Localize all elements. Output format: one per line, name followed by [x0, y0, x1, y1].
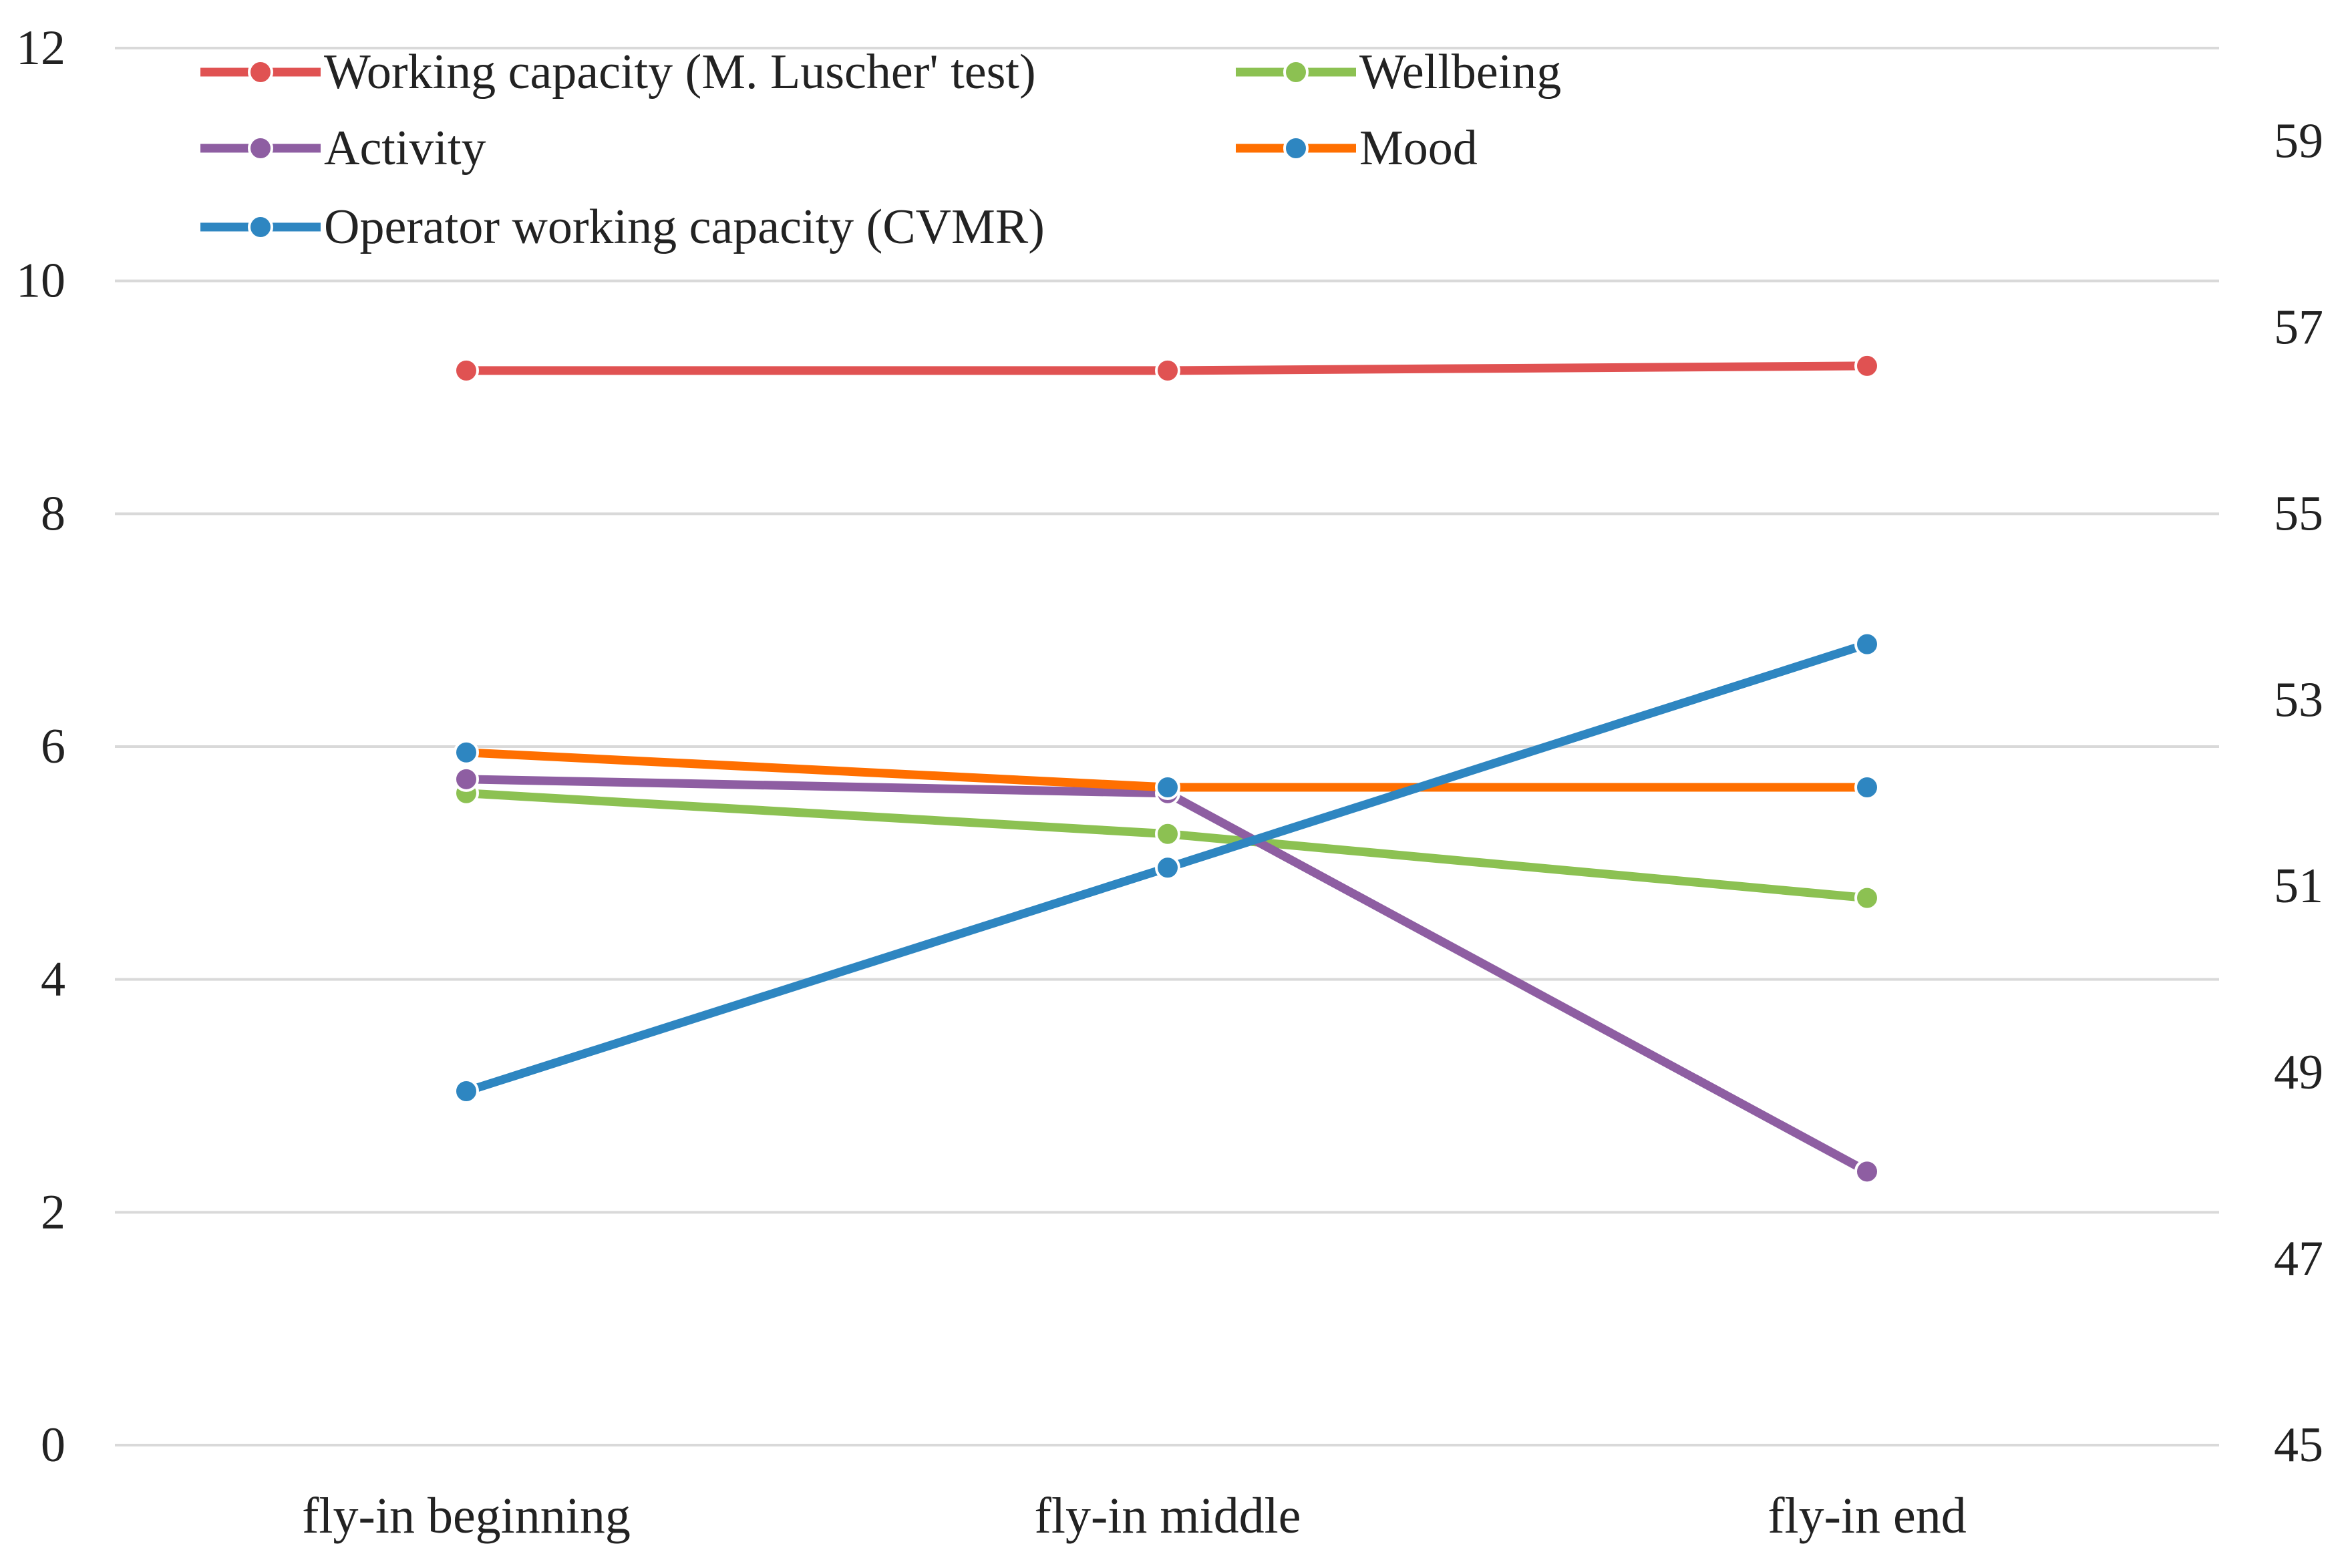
legend-entry: Activity [200, 121, 486, 176]
category-label: fly-in beginning [302, 1488, 631, 1544]
data-point [1155, 357, 1180, 383]
data-point [454, 766, 479, 792]
data-point [1854, 775, 1880, 801]
data-point [454, 1079, 479, 1105]
data-point [454, 739, 479, 765]
series-operator-working-capacity-cvmr [454, 631, 1880, 1105]
legend-swatch-marker [248, 136, 273, 161]
right-tick-label: 55 [2274, 486, 2323, 541]
data-point [454, 357, 479, 383]
left-tick-label: 0 [41, 1418, 65, 1473]
left-tick-label: 4 [41, 952, 65, 1007]
legend-entry: Mood [1236, 121, 1478, 176]
left-tick-label: 8 [41, 486, 65, 541]
legend-entry: Operator working capacity (CVMR) [200, 200, 1045, 254]
data-point [1854, 1159, 1880, 1185]
category-label: fly-in end [1768, 1488, 1967, 1544]
right-tick-label: 57 [2274, 300, 2323, 355]
legend-label: Operator working capacity (CVMR) [324, 200, 1045, 254]
legend-label: Wellbeing [1359, 45, 1561, 100]
legend-entry: Working capacity (M. Luscher' test) [200, 45, 1036, 100]
data-point [1854, 885, 1880, 911]
data-point [1155, 821, 1180, 847]
data-point [1155, 855, 1180, 881]
right-tick-label: 47 [2274, 1231, 2323, 1286]
left-tick-label: 10 [16, 254, 65, 309]
right-tick-label: 49 [2274, 1045, 2323, 1100]
data-point [1854, 631, 1880, 657]
left-tick-label: 2 [41, 1185, 65, 1239]
series-lines [454, 353, 1880, 1185]
right-tick-label: 51 [2274, 859, 2323, 914]
data-point [1854, 353, 1880, 379]
right-y-axis: 45 47 49 51 53 55 57 59 [2274, 114, 2323, 1473]
right-tick-label: 45 [2274, 1418, 2323, 1473]
legend-label: Mood [1359, 121, 1478, 176]
gridlines [115, 47, 2219, 1446]
legend-swatch-marker [248, 59, 273, 85]
legend-entry: Wellbeing [1236, 45, 1561, 100]
series-working-capacity-m-luscher-test [454, 353, 1880, 383]
legend-swatch-marker [1283, 59, 1309, 85]
left-y-axis: 0 2 4 6 8 10 12 [16, 21, 65, 1473]
x-axis: fly-in beginning fly-in middle fly-in end [302, 1488, 1967, 1544]
data-point [1155, 775, 1180, 801]
legend-swatch-marker [248, 214, 273, 240]
legend: Working capacity (M. Luscher' test) Wellb… [200, 45, 1561, 254]
legend-label: Activity [324, 121, 486, 176]
legend-swatch-marker [1283, 136, 1309, 161]
series-mood [454, 739, 1880, 801]
category-label: fly-in middle [1035, 1488, 1301, 1544]
right-tick-label: 59 [2274, 114, 2323, 168]
right-tick-label: 53 [2274, 672, 2323, 727]
left-tick-label: 6 [41, 719, 65, 774]
legend-label: Working capacity (M. Luscher' test) [324, 45, 1036, 100]
left-tick-label: 12 [16, 21, 65, 75]
